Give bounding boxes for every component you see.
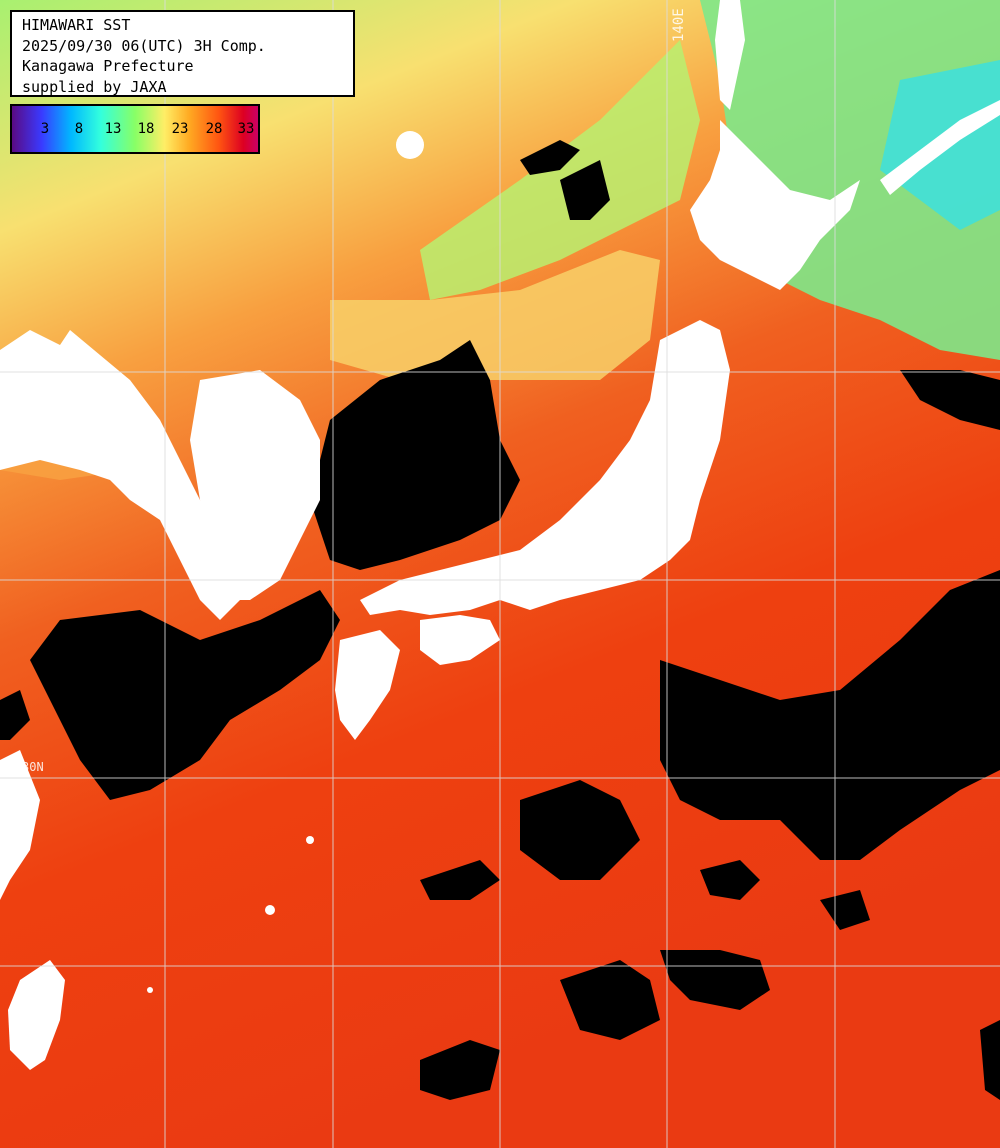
- timestamp: 2025/09/30 06(UTC) 3H Comp.: [22, 36, 266, 55]
- cloud-mask: [0, 140, 1000, 1100]
- lat-label-30n: 30N: [22, 760, 44, 774]
- legend-label-28: 28: [205, 121, 223, 137]
- supplier-label: supplied by JAXA: [22, 77, 167, 96]
- legend-label-33: 33: [237, 121, 255, 137]
- legend-label-3: 3: [40, 121, 50, 137]
- lat-label-35n: 35N: [4, 356, 26, 370]
- land-kurils: [880, 100, 1000, 195]
- prefecture-label: Kanagawa Prefecture: [22, 57, 194, 75]
- land-honshu: [360, 320, 730, 615]
- legend-label-18: 18: [137, 121, 155, 137]
- info-box: HIMAWARI SST 2025/09/30 06(UTC) 3H Comp.…: [10, 10, 355, 97]
- legend-label-23: 23: [171, 121, 189, 137]
- land-hokkaido: [690, 120, 860, 290]
- land-shikoku: [420, 615, 500, 665]
- product-title: HIMAWARI SST: [22, 16, 131, 34]
- land-korea-china: [0, 330, 240, 620]
- land-korea-peninsula: [190, 370, 320, 600]
- land-sakhalin: [715, 0, 745, 110]
- land-kyushu: [335, 630, 400, 740]
- land: [0, 0, 1000, 1070]
- land-taiwan: [8, 960, 65, 1070]
- mid-water-japan-sea: [330, 250, 660, 380]
- lon-label-140e: 140E: [671, 8, 687, 42]
- legend-label-8: 8: [74, 121, 84, 137]
- color-scale-legend: 3 8 13 18 23 28 33: [10, 104, 260, 154]
- land-china-coast: [0, 750, 40, 900]
- legend-label-13: 13: [104, 121, 122, 137]
